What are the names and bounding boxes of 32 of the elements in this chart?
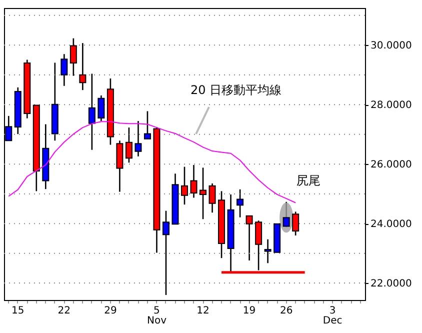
candlestick <box>246 215 253 262</box>
candlestick <box>162 210 170 296</box>
candlestick <box>292 211 300 236</box>
candlestick <box>70 38 77 76</box>
y-tick-label: 26.0000 <box>370 160 412 171</box>
x-tick-label: 29 <box>104 306 117 316</box>
candlestick <box>200 167 207 220</box>
candlestick <box>181 166 188 206</box>
candlestick <box>79 42 86 91</box>
annotation: 尻尾 <box>296 174 320 188</box>
candlestick <box>208 182 216 214</box>
y-tick-label: 24.0000 <box>370 219 412 230</box>
candlestick <box>190 164 198 198</box>
x-tick-label: 15 <box>12 306 24 316</box>
y-tick-label: 22.0000 <box>370 278 412 290</box>
candlestick <box>125 126 132 164</box>
y-tick-label: 30.0000 <box>370 40 412 52</box>
candlestick <box>134 120 142 158</box>
x-tick-label: 3 Dec <box>322 306 342 326</box>
x-tick-label: 19 <box>242 306 256 316</box>
x-tick-label: 12 <box>196 306 210 316</box>
candlestick <box>236 188 244 218</box>
candlestick <box>264 238 272 264</box>
candlestick <box>60 53 68 87</box>
annotation: 20 日移動平均線 <box>190 83 282 97</box>
candlestick <box>144 110 151 140</box>
x-tick-label: 22 <box>58 306 71 316</box>
candlestick <box>88 73 96 150</box>
candlestick <box>98 94 105 122</box>
x-tick-label: 26 <box>280 306 293 316</box>
y-tick-label: 28.0000 <box>370 100 412 112</box>
x-tick-label: 5 Nov <box>146 306 167 326</box>
